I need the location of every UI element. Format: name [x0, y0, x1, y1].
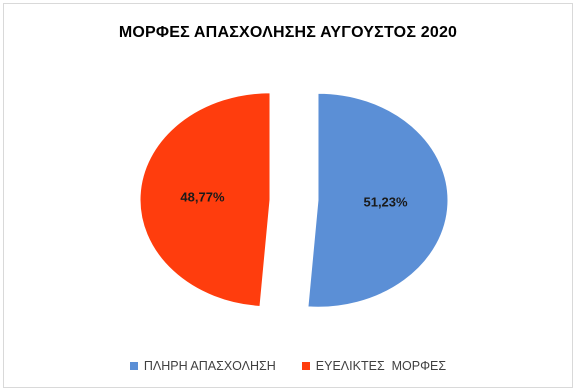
pie-label-flexible: 48,77% — [180, 190, 225, 205]
legend-swatch-flexible — [302, 362, 310, 370]
chart-area: ΜΟΡΦΕΣ ΑΠΑΣΧΟΛΗΣΗΣ ΑΥΓΟΥΣΤΟΣ 2020 51,23%… — [3, 3, 573, 388]
pie-label-full-time: 51,23% — [363, 194, 408, 209]
legend-swatch-full-time — [130, 362, 138, 370]
legend-item-flexible: ΕΥΕΛΙΚΤΕΣ ΜΟΡΦΕΣ — [302, 359, 446, 373]
legend: ΠΛΗΡΗ ΑΠΑΣΧΟΛΗΣΗ ΕΥΕΛΙΚΤΕΣ ΜΟΡΦΕΣ — [4, 359, 572, 373]
legend-label-full-time: ΠΛΗΡΗ ΑΠΑΣΧΟΛΗΣΗ — [144, 359, 276, 373]
legend-label-flexible: ΕΥΕΛΙΚΤΕΣ ΜΟΡΦΕΣ — [316, 359, 446, 373]
pie-chart: 51,23% 48,77% — [4, 4, 574, 389]
legend-item-full-time: ΠΛΗΡΗ ΑΠΑΣΧΟΛΗΣΗ — [130, 359, 276, 373]
